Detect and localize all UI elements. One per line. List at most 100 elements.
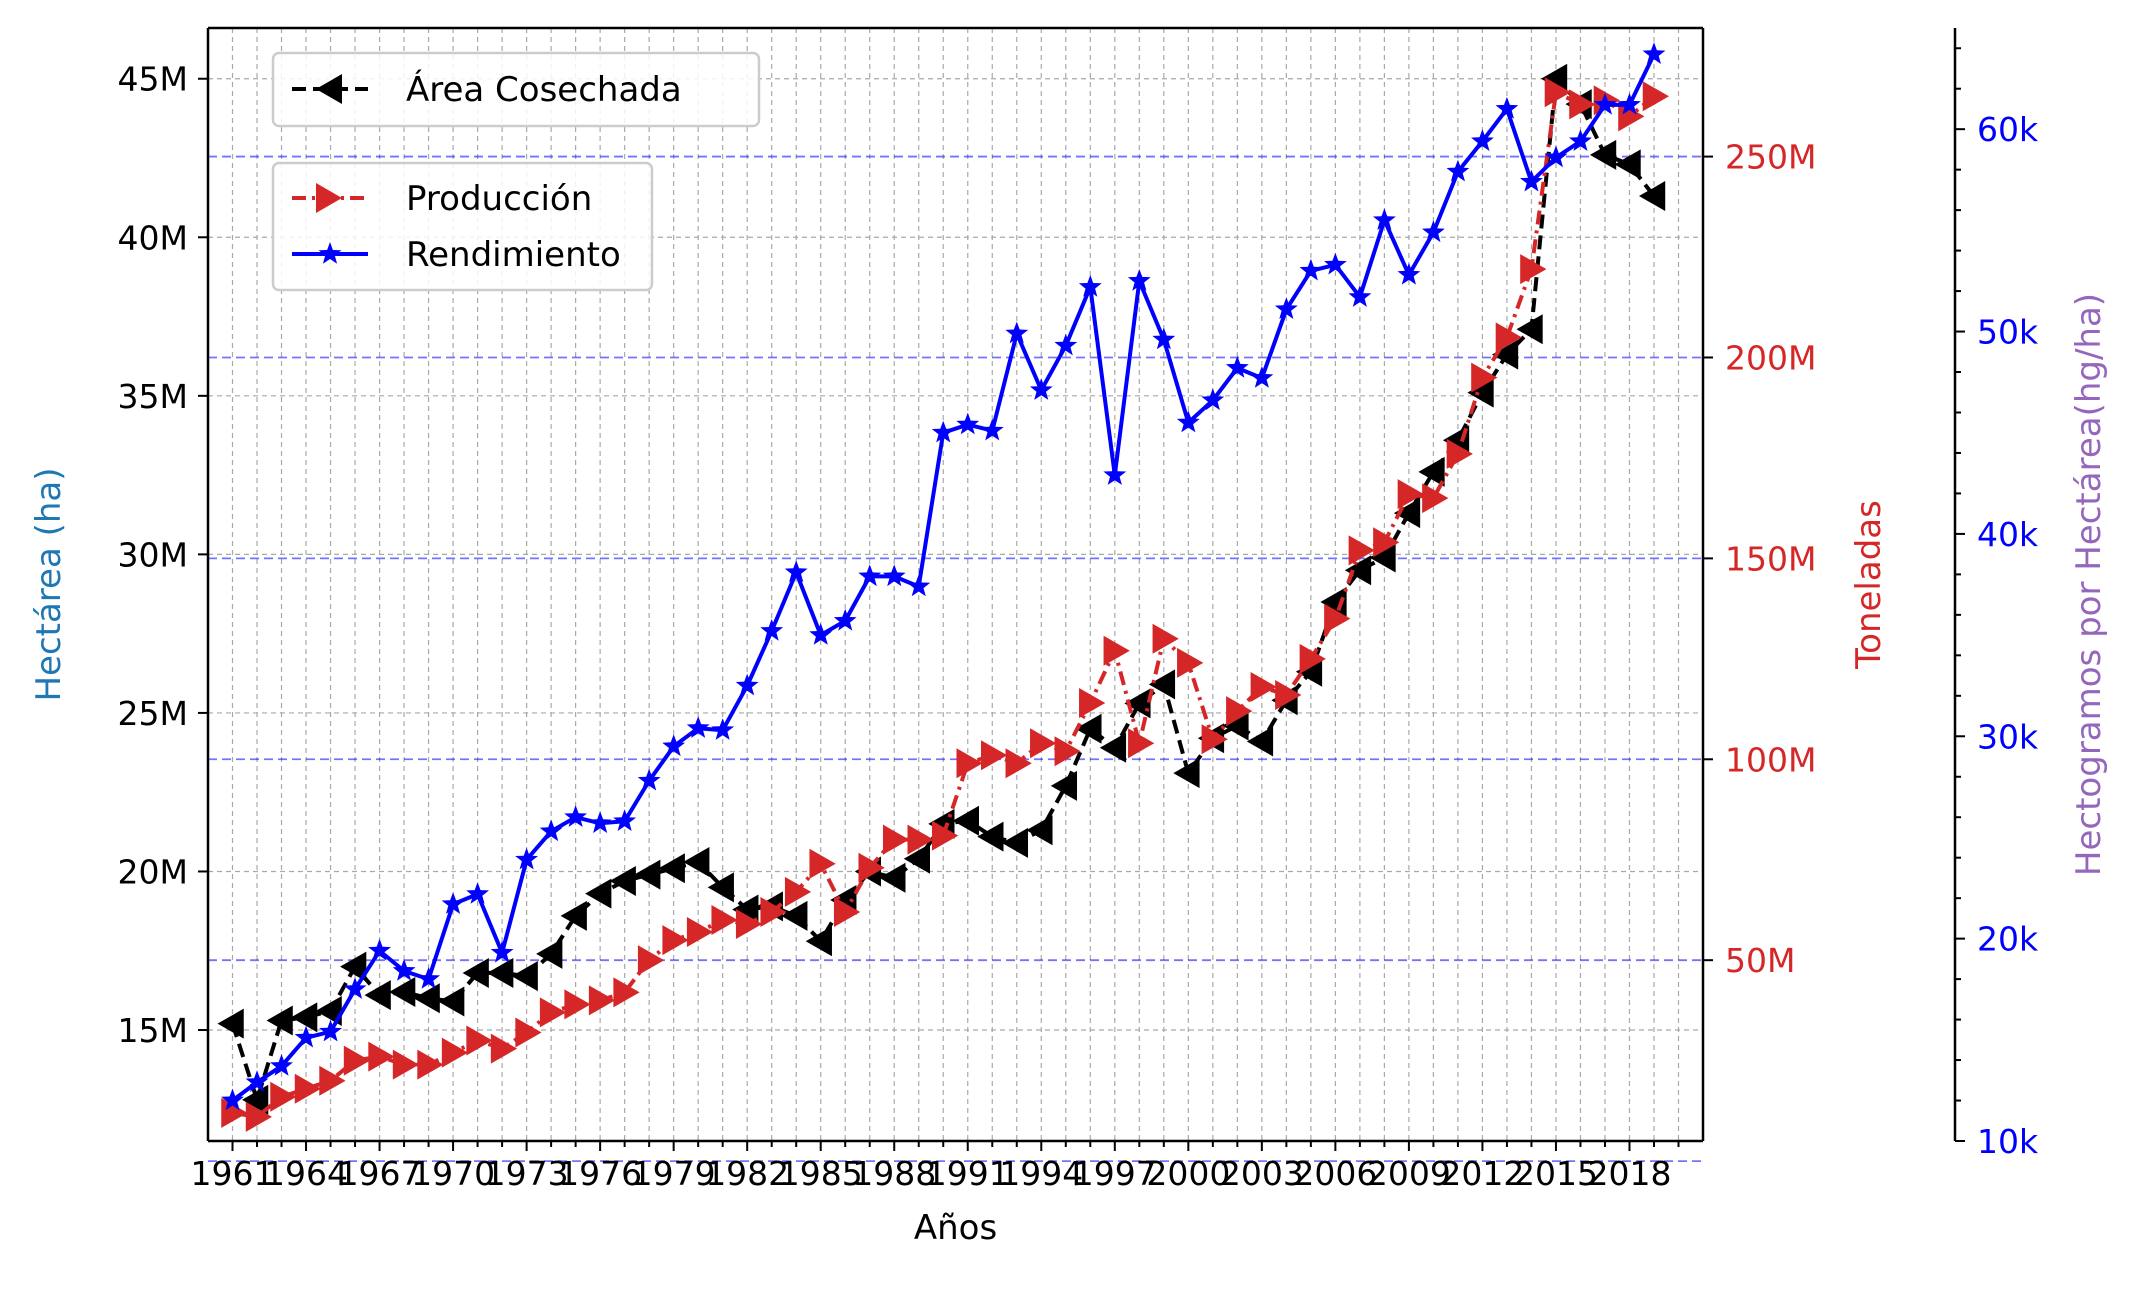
y-right-tick-label: 250M [1725, 138, 1816, 177]
data-point-1-1992 [981, 740, 1008, 771]
data-point-2-1975 [564, 805, 587, 827]
data-point-2-1980 [686, 716, 710, 738]
y-right-tick-label: 200M [1725, 338, 1816, 377]
data-point-2-1982 [735, 673, 759, 696]
data-point-2-1974 [539, 819, 563, 842]
data-point-1-1975 [564, 989, 591, 1020]
y-right2-tick-label: 10k [1977, 1122, 2039, 1161]
data-point-1-1998 [1128, 728, 1155, 759]
y-left-tick-label: 20M [118, 852, 188, 891]
data-point-0-1979 [658, 853, 685, 884]
data-point-1-2015 [1544, 77, 1571, 108]
data-point-2-2007 [1348, 285, 1372, 307]
data-point-1-1976 [588, 985, 616, 1016]
y-left-tick-label: 45M [118, 60, 188, 99]
y-left-tick-label: 35M [118, 377, 188, 416]
data-point-2-1968 [392, 959, 416, 981]
data-point-0-2007 [1344, 555, 1372, 586]
data-point-1-2004 [1275, 679, 1302, 710]
x-tick-label: 1961 [191, 1154, 275, 1193]
x-tick-label: 2003 [1220, 1154, 1304, 1193]
data-point-1-1999 [1152, 623, 1179, 654]
data-point-0-1996 [1075, 713, 1102, 744]
data-point-0-1997 [1099, 732, 1127, 763]
data-point-0-1971 [462, 957, 489, 988]
data-point-2-1996 [1078, 275, 1102, 297]
data-point-0-1982 [732, 894, 759, 925]
data-point-0-2018 [1614, 149, 1641, 180]
x-tick-label: 2018 [1587, 1154, 1671, 1193]
data-point-2-1961 [221, 1088, 244, 1111]
data-point-1-1963 [270, 1081, 297, 1112]
data-point-2-1963 [270, 1054, 293, 1076]
data-point-1-2000 [1177, 647, 1204, 678]
data-point-2-1962 [245, 1070, 269, 1092]
x-tick-label: 1976 [558, 1154, 642, 1193]
y-right2-tick-label: 50k [1977, 313, 2039, 352]
y-right-tick-label: 50M [1725, 941, 1795, 980]
data-point-2-1964 [294, 1025, 318, 1048]
data-point-1-1973 [515, 1017, 542, 1048]
data-point-1-1981 [711, 905, 738, 936]
data-point-0-1995 [1050, 770, 1078, 801]
data-point-1-1996 [1079, 688, 1106, 719]
y-right2-tick-label: 60k [1977, 110, 2039, 149]
data-point-0-1978 [634, 859, 661, 890]
data-point-2-2010 [1422, 220, 1445, 243]
data-point-0-1992 [977, 821, 1004, 852]
data-point-1-1982 [735, 909, 763, 940]
data-point-0-2014 [1516, 314, 1543, 345]
data-point-2-1988 [882, 564, 906, 587]
data-point-0-1998 [1124, 688, 1151, 719]
data-point-2-1977 [613, 809, 637, 831]
data-point-0-1967 [364, 980, 391, 1011]
data-point-1-2003 [1250, 671, 1277, 702]
data-point-1-1986 [833, 896, 861, 927]
y-right2-tick-label: 30k [1977, 717, 2039, 756]
x-tick-label: 1988 [852, 1154, 936, 1193]
data-point-1-1997 [1103, 635, 1130, 666]
data-point-0-2012 [1467, 377, 1494, 408]
x-tick-label: 1991 [926, 1154, 1010, 1193]
data-point-2-1999 [1152, 327, 1176, 350]
x-tick-label: 1967 [338, 1154, 422, 1193]
data-point-1-1971 [466, 1025, 493, 1056]
data-point-1-2006 [1324, 603, 1351, 634]
data-point-0-1962 [242, 1084, 269, 1115]
data-point-1-2002 [1226, 696, 1253, 727]
data-point-2-1998 [1127, 269, 1151, 291]
x-tick-label: 2006 [1293, 1154, 1377, 1193]
data-point-2-2003 [1250, 366, 1274, 388]
data-point-0-1981 [707, 872, 734, 903]
data-point-2-1986 [833, 608, 857, 631]
data-point-1-1988 [882, 824, 910, 855]
data-point-0-1993 [1001, 827, 1029, 858]
data-point-1-1977 [613, 977, 640, 1008]
data-point-0-1991 [952, 805, 980, 836]
data-point-2-1965 [319, 1019, 342, 1042]
data-point-0-1969 [413, 983, 440, 1014]
data-point-0-1973 [511, 961, 538, 992]
x-tick-label: 1970 [411, 1154, 495, 1193]
x-tick-label: 2015 [1514, 1154, 1598, 1193]
x-tick-label: 1994 [999, 1154, 1083, 1193]
data-point-2-1972 [490, 940, 514, 963]
data-point-1-1990 [931, 820, 959, 851]
x-axis-title: Años [914, 1208, 997, 1248]
data-point-1-1983 [760, 896, 787, 927]
y-right2-tick-label: 40k [1977, 515, 2039, 554]
data-point-2-1990 [931, 420, 955, 443]
data-point-0-1963 [266, 1005, 293, 1036]
x-tick-label: 1979 [632, 1154, 716, 1193]
data-point-1-1985 [809, 848, 836, 879]
data-point-1-1978 [637, 945, 665, 976]
data-point-1-2007 [1348, 535, 1375, 566]
x-tick-label: 2012 [1440, 1154, 1524, 1193]
y-left-tick-label: 15M [118, 1011, 188, 1050]
data-point-0-1989 [903, 843, 930, 874]
data-point-0-1976 [585, 878, 612, 909]
data-point-2-2001 [1201, 388, 1225, 411]
y-left-tick-label: 40M [118, 218, 188, 257]
data-point-1-2010 [1422, 483, 1449, 514]
